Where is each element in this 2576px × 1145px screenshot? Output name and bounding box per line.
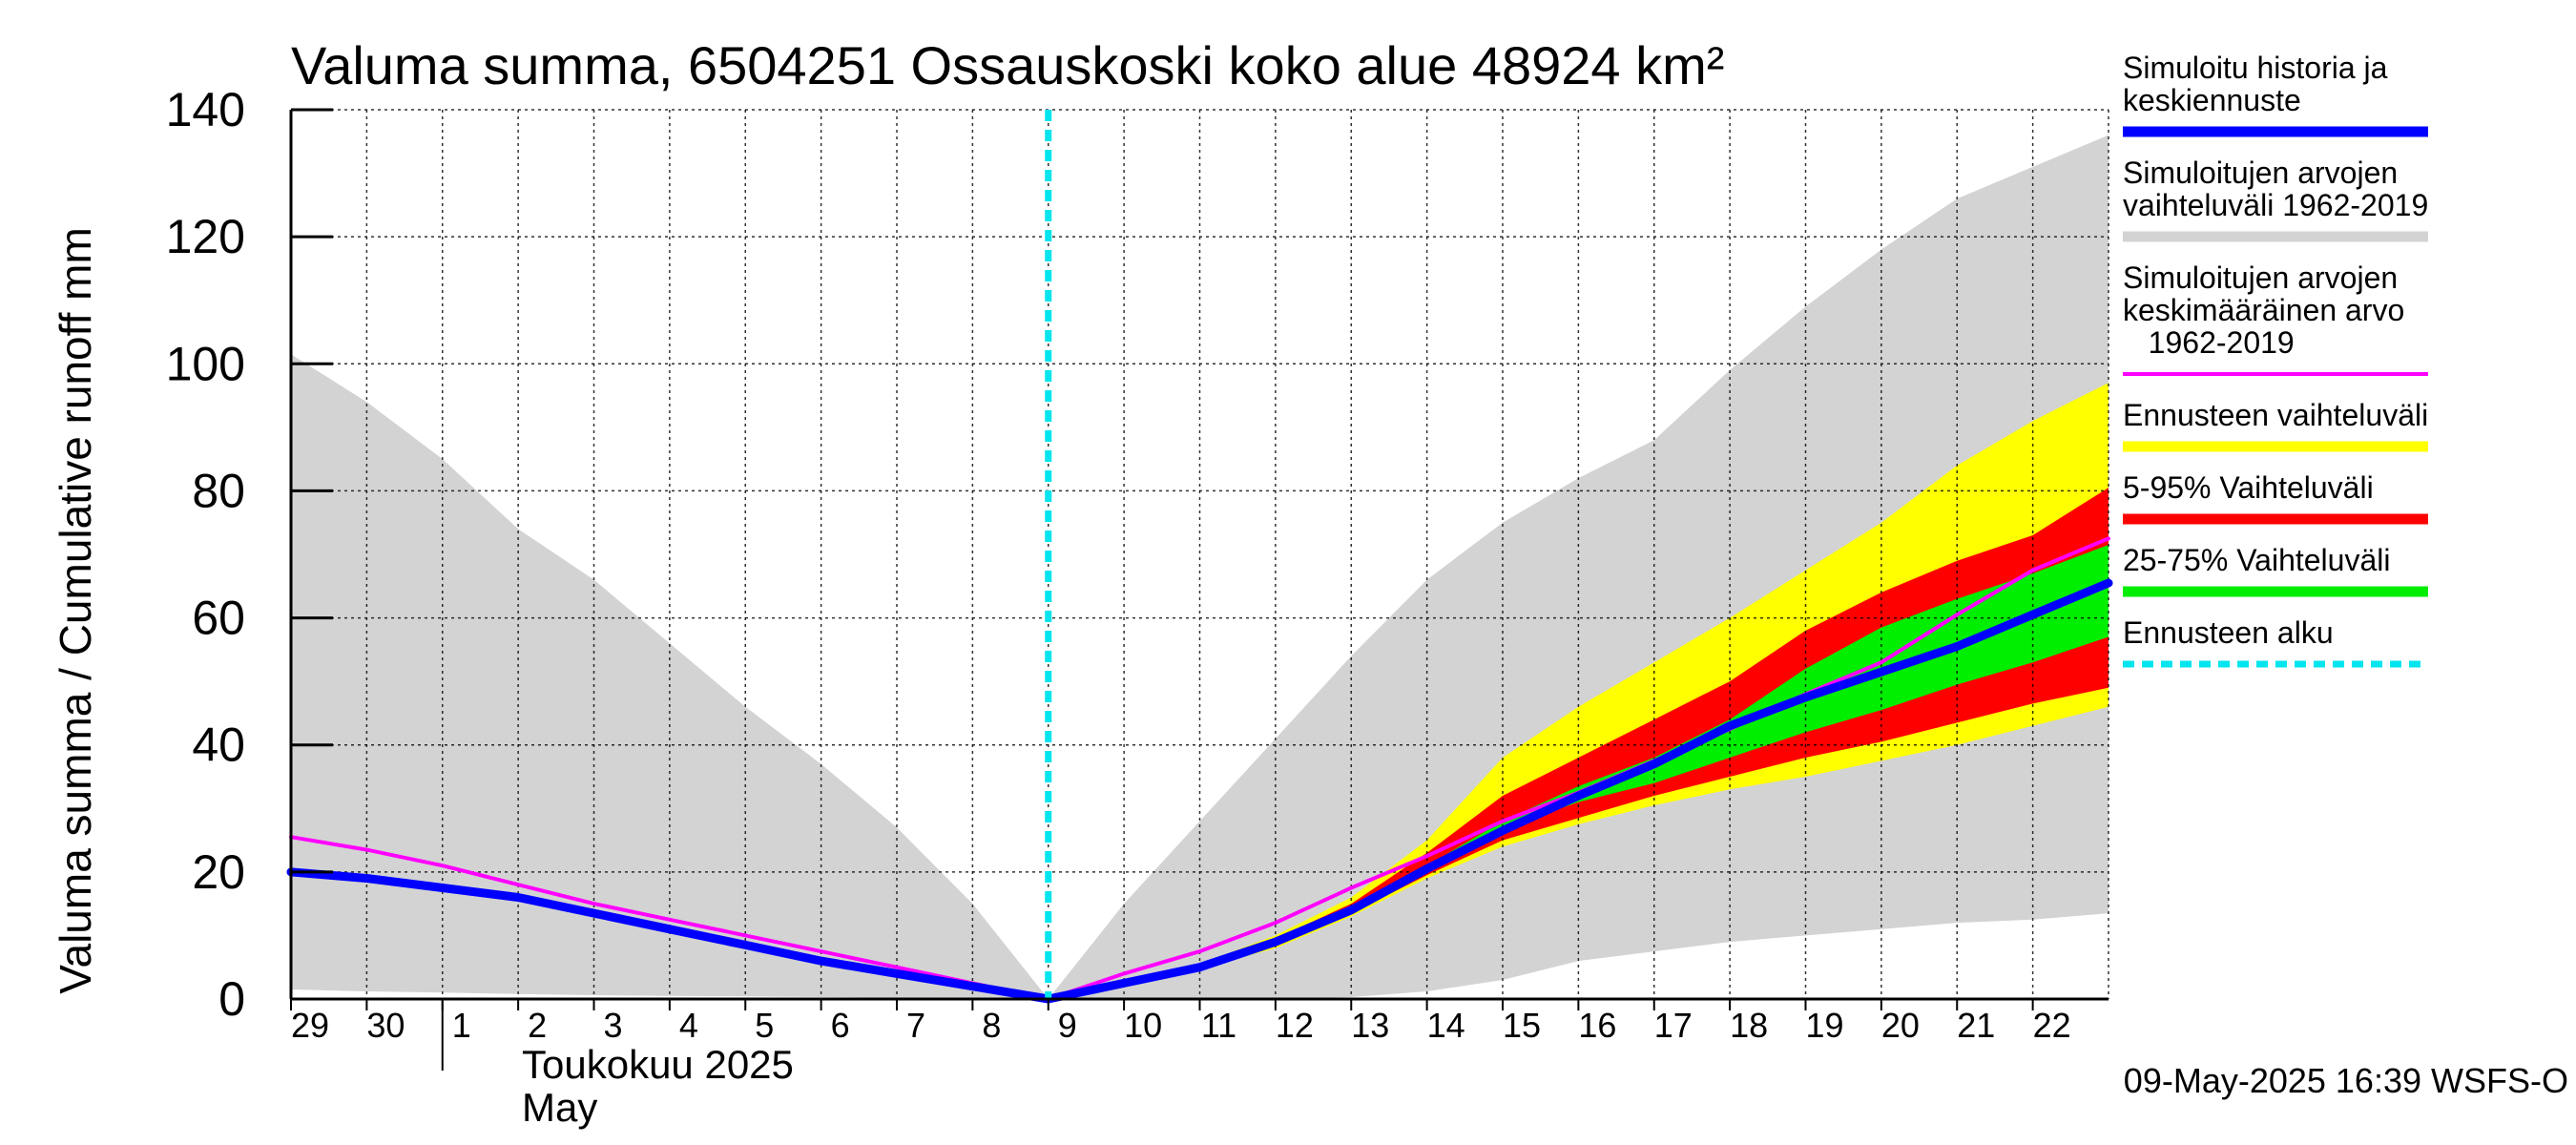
x-tick-label: 22 [2033, 1006, 2071, 1045]
x-tick-label: 8 [982, 1006, 1001, 1045]
legend-label: Simuloitujen arvojen [2123, 260, 2398, 295]
y-tick-label: 140 [166, 83, 245, 136]
legend-label: Ennusteen alku [2123, 615, 2334, 650]
x-tick-label: 15 [1503, 1006, 1541, 1045]
legend-item-ennusteen-alku: Ennusteen alku [2123, 615, 2428, 668]
legend-item-25-75-vaihteluv-li: 25-75% Vaihteluväli [2123, 543, 2428, 597]
y-tick-label: 80 [192, 464, 245, 517]
x-tick-label: 9 [1058, 1006, 1077, 1045]
month-label-en: May [522, 1085, 597, 1130]
legend-label: Simuloitu historia ja [2123, 51, 2388, 85]
legend-item-ennusteen-vaihteluv-li: Ennusteen vaihteluväli [2123, 398, 2428, 452]
legend-label: 5-95% Vaihteluväli [2123, 470, 2374, 505]
band-5-95-vaihteluv-li [1048, 488, 2109, 1000]
x-tick-label: 30 [366, 1006, 405, 1045]
x-tick-label: 14 [1427, 1006, 1465, 1045]
y-tick-label: 0 [218, 972, 245, 1026]
y-tick-label: 40 [192, 718, 245, 772]
legend-label: 25-75% Vaihteluväli [2123, 543, 2390, 577]
x-tick-label: 2 [528, 1006, 547, 1045]
x-tick-label: 17 [1654, 1006, 1693, 1045]
x-tick-label: 21 [1957, 1006, 1995, 1045]
y-tick-label: 100 [166, 337, 245, 390]
x-tick-label: 10 [1124, 1006, 1162, 1045]
x-tick-label: 3 [603, 1006, 622, 1045]
legend-item-5-95-vaihteluv-li: 5-95% Vaihteluväli [2123, 470, 2428, 525]
month-label-fi: Toukokuu 2025 [522, 1042, 794, 1087]
y-tick-label: 120 [166, 210, 245, 263]
x-tick-label: 18 [1730, 1006, 1768, 1045]
x-tick-label: 29 [291, 1006, 329, 1045]
legend-label: keskimääräinen arvo [2123, 293, 2404, 327]
x-tick-label: 20 [1881, 1006, 1920, 1045]
y-axis-label: Valuma summa / Cumulative runoff mm [51, 227, 100, 994]
band-25-75-vaihteluv-li [1048, 545, 2109, 999]
x-tick-label: 1 [452, 1006, 471, 1045]
x-tick-label: 7 [906, 1006, 925, 1045]
legend-label: keskiennuste [2123, 83, 2301, 117]
x-tick-label: 11 [1201, 1006, 1236, 1045]
series-line-simuloitu-historia-ja-keskiennuste [286, 578, 2113, 1004]
y-tick-label: 20 [192, 845, 245, 899]
x-tick-label: 13 [1351, 1006, 1389, 1045]
legend-label: 1962-2019 [2123, 325, 2295, 360]
x-tick-label: 12 [1276, 1006, 1314, 1045]
x-tick-label: 6 [831, 1006, 850, 1045]
legend-label: vaihteluväli 1962-2019 [2123, 188, 2428, 222]
legend: Simuloitu historia jakeskiennusteSimuloi… [2123, 51, 2428, 668]
legend-label: Simuloitujen arvojen [2123, 156, 2398, 190]
footer-timestamp: 09-May-2025 16:39 WSFS-O [2124, 1061, 2568, 1100]
x-tick-label: 19 [1805, 1006, 1843, 1045]
x-tick-label: 5 [755, 1006, 774, 1045]
legend-label: Ennusteen vaihteluväli [2123, 398, 2428, 432]
chart-title: Valuma summa, 6504251 Ossauskoski koko a… [291, 35, 1724, 95]
y-tick-label: 60 [192, 592, 245, 645]
x-tick-label: 16 [1578, 1006, 1616, 1045]
x-tick-label: 4 [679, 1006, 698, 1045]
